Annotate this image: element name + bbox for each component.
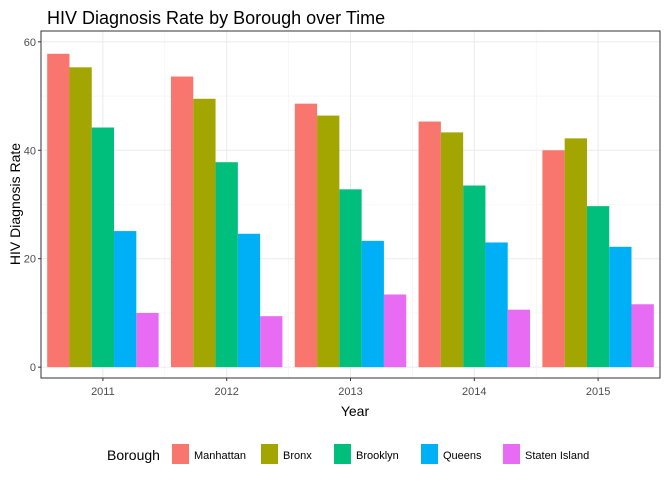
- legend-label-brooklyn: Brooklyn: [356, 450, 399, 462]
- legend-label-bronx: Bronx: [283, 450, 312, 462]
- legend-title: Borough: [107, 447, 160, 463]
- x-axis-label: Year: [341, 403, 370, 419]
- plot-panel: [40, 30, 661, 379]
- x-tick-label: 2014: [462, 386, 486, 398]
- bar-bronx-2012: [193, 98, 216, 368]
- y-axis-label: HIV Diagnosis Rate: [7, 143, 23, 265]
- legend-key-manhattan: [172, 444, 189, 464]
- y-tick-label: 60: [24, 37, 36, 49]
- bar-queens-2014: [485, 242, 508, 368]
- bar-bronx-2011: [69, 67, 92, 368]
- x-tick-label: 2012: [214, 386, 238, 398]
- bar-brooklyn-2011: [91, 127, 115, 368]
- bar-manhattan-2013: [294, 103, 318, 368]
- x-tick-label: 2015: [586, 386, 610, 398]
- y-tick-label: 40: [24, 145, 36, 157]
- legend-key-queens: [421, 444, 438, 464]
- bar-bronx-2013: [317, 115, 340, 368]
- bar-queens-2015: [609, 246, 632, 368]
- bar-bronx-2014: [440, 132, 464, 368]
- bar-queens-2013: [361, 240, 384, 368]
- bar-staten-island-2012: [260, 316, 283, 368]
- bar-brooklyn-2013: [339, 189, 362, 368]
- x-tick-label: 2011: [91, 386, 115, 398]
- legend: Borough Manhattan Bronx Brooklyn Queens Stat…: [107, 444, 589, 464]
- bar-manhattan-2011: [47, 53, 70, 368]
- legend-label-queens: Queens: [443, 450, 482, 462]
- bar-staten-island-2013: [383, 294, 407, 368]
- bar-brooklyn-2015: [586, 206, 610, 368]
- bar-queens-2012: [237, 233, 261, 368]
- y-tick-label: 20: [24, 254, 36, 266]
- legend-key-brooklyn: [334, 444, 351, 464]
- legend-key-bronx: [261, 444, 278, 464]
- legend-label-staten-island: Staten Island: [525, 450, 589, 462]
- chart-title: HIV Diagnosis Rate by Borough over Time: [47, 8, 385, 28]
- bar-bronx-2015: [564, 138, 587, 368]
- legend-label-manhattan: Manhattan: [194, 450, 246, 462]
- bar-manhattan-2012: [170, 76, 194, 368]
- x-tick-label: 2013: [338, 386, 362, 398]
- legend-key-staten-island: [503, 444, 520, 464]
- bar-queens-2011: [114, 231, 137, 368]
- bar-manhattan-2015: [542, 150, 565, 368]
- bar-manhattan-2014: [418, 121, 441, 368]
- bar-brooklyn-2012: [215, 162, 238, 368]
- bar-staten-island-2014: [507, 309, 531, 368]
- bar-staten-island-2015: [631, 304, 654, 368]
- bar-staten-island-2011: [136, 312, 159, 368]
- y-tick-label: 0: [30, 362, 36, 374]
- bar-brooklyn-2014: [463, 185, 486, 368]
